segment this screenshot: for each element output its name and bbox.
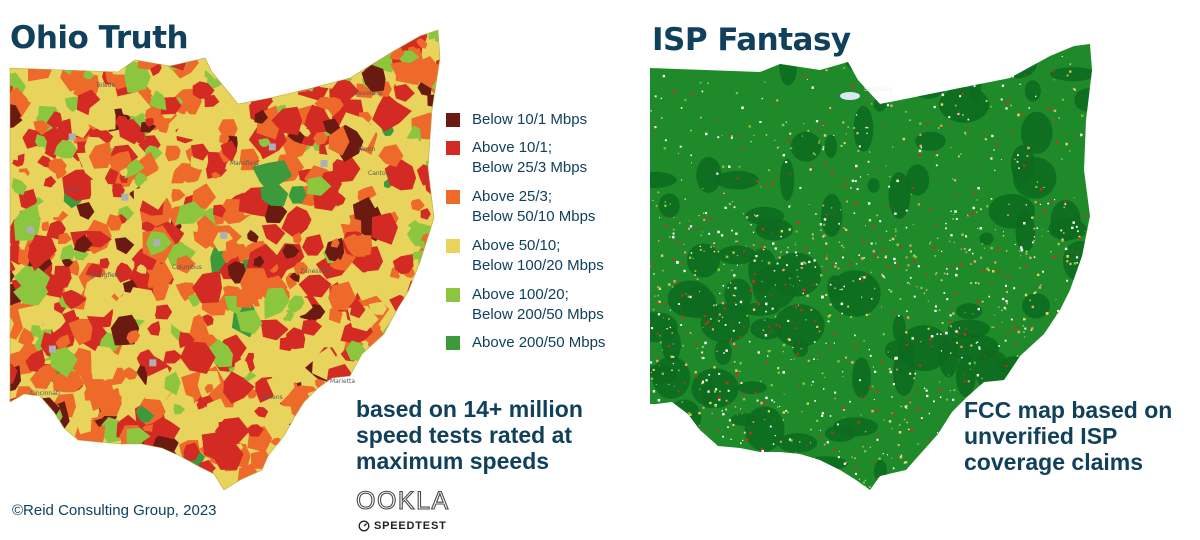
fcc-caption: FCC map based on unverified ISP coverage… <box>964 397 1173 475</box>
legend-item-below-10-1: Below 10/1 Mbps <box>446 110 646 130</box>
isp-fantasy-title: ISP Fantasy <box>652 22 851 58</box>
place-label-cincinnati: Cincinnati <box>30 390 60 397</box>
place-label-athens: Athens <box>262 394 283 401</box>
legend-label: Above 50/10; Below 100/20 Mbps <box>472 237 604 274</box>
place-label-columbus: Columbus <box>172 264 202 271</box>
place-label-toledo: Toledo <box>96 82 116 89</box>
legend-swatch <box>446 190 460 204</box>
speedtest-brand: SPEEDTEST <box>358 520 447 532</box>
place-label-springfield: Springfield <box>88 272 121 279</box>
legend-label: Above 100/20; Below 200/50 Mbps <box>472 286 604 323</box>
legend-swatch <box>446 113 460 127</box>
ohio-truth-title: Ohio Truth <box>10 20 189 56</box>
speed-legend: Below 10/1 Mbps Above 10/1; Below 25/3 M… <box>446 110 646 353</box>
legend-swatch <box>446 141 460 155</box>
legend-item-10-1-to-25-3: Above 10/1; Below 25/3 Mbps <box>446 138 646 178</box>
legend-label: Above 10/1; Below 25/3 Mbps <box>472 139 588 176</box>
legend-label: Above 200/50 Mbps <box>472 334 606 351</box>
legend-swatch <box>446 288 460 302</box>
legend-swatch <box>446 336 460 350</box>
place-label-cleveland: Cleveland <box>353 90 383 97</box>
ookla-logo: OOKLA <box>355 486 450 515</box>
legend-item-above-200-50: Above 200/50 Mbps <box>446 333 646 353</box>
legend-label: Above 25/3; Below 50/10 Mbps <box>472 188 596 225</box>
speedometer-icon <box>358 520 370 532</box>
place-label-sandusky: Sandusky <box>864 86 893 93</box>
legend-item-25-3-to-50-10: Above 25/3; Below 50/10 Mbps <box>446 187 646 227</box>
legend-swatch <box>446 239 460 253</box>
place-label-zanesville: Zanesville <box>300 268 331 275</box>
place-label-marietta: Marietta <box>330 378 356 385</box>
legend-label: Below 10/1 Mbps <box>472 111 588 128</box>
place-label-lima: Lima <box>64 186 79 193</box>
speedtest-caption: based on 14+ million speed tests rated a… <box>356 396 583 474</box>
legend-item-100-20-to-200-50: Above 100/20; Below 200/50 Mbps <box>446 285 646 325</box>
place-label-canton: Canton <box>368 170 390 177</box>
place-label-akron: Akron <box>358 146 376 153</box>
copyright-notice: ©Reid Consulting Group, 2023 <box>12 502 217 519</box>
legend-item-50-10-to-100-20: Above 50/10; Below 100/20 Mbps <box>446 236 646 276</box>
speedtest-wordmark: SPEEDTEST <box>374 520 447 532</box>
place-label-mansfield: Mansfield <box>230 160 259 167</box>
